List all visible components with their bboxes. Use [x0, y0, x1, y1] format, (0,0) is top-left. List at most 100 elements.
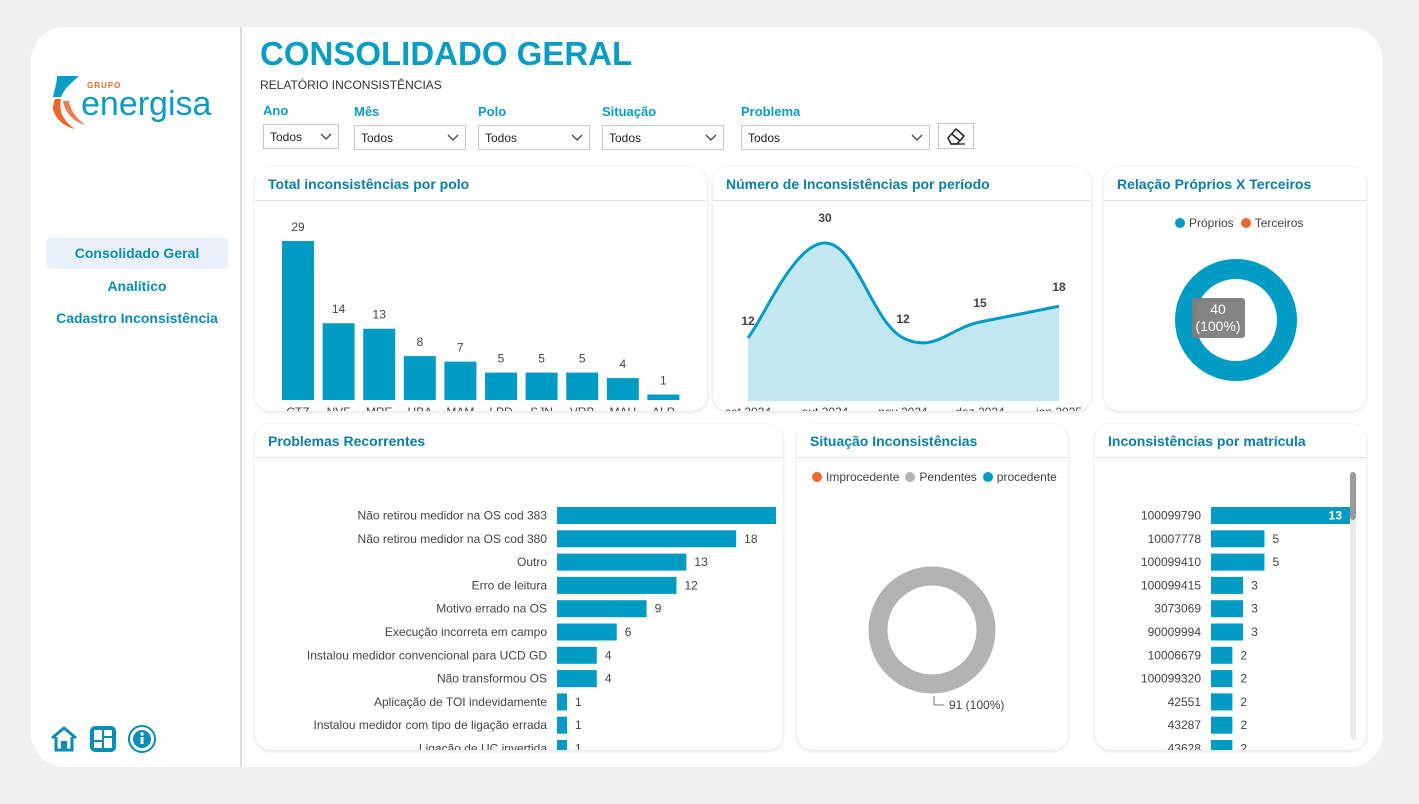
nav-cadastro-inconsistencia[interactable]: Cadastro Inconsistência: [56, 310, 218, 326]
bar-7: [557, 646, 597, 664]
y-tick-label: Erro de leitura: [472, 578, 548, 592]
bar-value-label: 12: [684, 578, 698, 592]
y-tick-label: 42551: [1168, 695, 1202, 709]
home-icon[interactable]: [49, 724, 79, 754]
bar-nvf: [322, 323, 355, 400]
dashboard-icon[interactable]: [88, 724, 118, 754]
report-canvas: GRUPO energisa Consolidado Geral Analíti…: [31, 27, 1383, 767]
data-label-value: 40: [1210, 301, 1226, 317]
eraser-icon: [947, 128, 965, 145]
bar-value-label: 2: [1240, 648, 1247, 662]
x-tick-label: CTZ: [286, 405, 309, 411]
y-tick-label: Aplicação de TOI indevidamente: [374, 695, 547, 709]
nav-consolidado-geral[interactable]: Consolidado Geral: [46, 238, 228, 269]
y-tick-label: 90009994: [1148, 625, 1202, 639]
card-relacao-title: Relação Próprios X Terceiros: [1117, 176, 1312, 192]
bar-sjn: [525, 372, 558, 400]
y-tick-label: Motivo errado na OS: [436, 602, 547, 616]
page-title: CONSOLIDADO GERAL: [260, 35, 633, 72]
bar-value-label: 3: [1251, 578, 1258, 592]
bar-10: [1211, 716, 1233, 734]
nav-analitico[interactable]: Analítico: [107, 278, 167, 294]
leader-line: [933, 696, 944, 706]
filter-polo: Polo Todos: [478, 104, 590, 150]
point-value-label: 12: [741, 314, 755, 328]
chevron-down-icon: [911, 134, 923, 141]
energisa-logo-mark: [53, 76, 85, 129]
bar-value-label: 29: [291, 220, 305, 234]
card-problemas: Problemas Recorrentes Não retirou medido…: [255, 424, 783, 750]
bar-9: [1211, 693, 1233, 711]
filter-situacao: Situação Todos: [602, 104, 724, 150]
card-situacao-title: Situação Inconsistências: [810, 433, 978, 449]
y-tick-label: Ligação de UC invertida: [419, 742, 547, 751]
info-icon[interactable]: [127, 724, 157, 754]
card-relacao: Relação Próprios X Terceiros Próprios Te…: [1104, 167, 1366, 411]
bar-4: [557, 576, 677, 594]
x-tick-label: MAM: [446, 405, 474, 411]
card-periodo-title: Número de Inconsistências por período: [726, 176, 990, 192]
bar-11: [1211, 740, 1233, 750]
point-value-label: 15: [973, 296, 987, 310]
card-situacao: Situação Inconsistências Improcedente Pe…: [797, 424, 1068, 750]
matricula-scroll-thumb[interactable]: [1350, 472, 1356, 520]
y-tick-label: 10006679: [1148, 648, 1202, 662]
filter-mes-label: Mês: [354, 104, 380, 119]
filter-polo-select[interactable]: Todos: [478, 125, 590, 150]
card-divider: [1095, 457, 1366, 458]
bar-value-label: 6: [625, 625, 632, 639]
card-polo-title: Total inconsistências por polo: [268, 176, 470, 192]
legend-dot-pendentes: [905, 472, 916, 482]
relacao-legend: Próprios Terceiros: [1175, 216, 1303, 230]
bar-value-label: 2: [1240, 695, 1247, 709]
card-problemas-title: Problemas Recorrentes: [268, 433, 426, 449]
matricula-scrollbar[interactable]: [1350, 472, 1356, 740]
bar-value-label: 2: [1240, 718, 1247, 732]
filter-situacao-select[interactable]: Todos: [602, 125, 724, 150]
page-subtitle: RELATÓRIO INCONSISTÊNCIAS: [260, 78, 442, 92]
legend-pendentes: Pendentes: [919, 470, 977, 484]
bar-6: [1211, 623, 1244, 641]
y-tick-label: 100099415: [1141, 578, 1201, 592]
x-tick-label: MRE: [366, 405, 393, 411]
legend-dot-procedente: [982, 472, 993, 482]
card-divider: [255, 200, 707, 201]
bar-5: [557, 600, 647, 618]
point-value-label: 12: [896, 312, 910, 326]
filter-mes-value: Todos: [361, 130, 394, 145]
x-tick-label: UBA: [407, 405, 432, 411]
legend-terceiros: Terceiros: [1254, 216, 1304, 230]
bar-vrb: [566, 372, 599, 400]
filter-problema-label: Problema: [741, 104, 801, 119]
area-fill: [748, 243, 1059, 401]
bar-8: [557, 670, 597, 688]
bar-2: [1211, 530, 1265, 548]
relacao-donut-chart: 40(100%): [1175, 259, 1297, 381]
energisa-logo: GRUPO energisa: [51, 73, 231, 135]
bar-value-label: 1: [575, 742, 582, 751]
filter-ano-label: Ano: [263, 103, 289, 118]
bar-value-label: 13: [1329, 509, 1343, 523]
bar-2: [557, 530, 737, 548]
y-tick-label: 10007778: [1148, 532, 1202, 546]
filter-polo-value: Todos: [485, 130, 518, 145]
legend-proprios: Próprios: [1189, 216, 1234, 230]
bar-4: [1211, 576, 1244, 594]
bar-value-label: 2: [1240, 742, 1247, 751]
filter-ano-select[interactable]: Todos: [263, 124, 339, 149]
x-tick-label: VRB: [570, 405, 595, 411]
bar-value-label: 5: [579, 352, 586, 366]
bar-value-label: 4: [605, 672, 612, 686]
bar-11: [557, 740, 567, 750]
bar-6: [557, 623, 617, 641]
filter-mes-select[interactable]: Todos: [354, 125, 466, 150]
data-label-bg: [1192, 298, 1245, 338]
clear-filters-button[interactable]: [938, 123, 974, 149]
card-divider: [713, 200, 1091, 201]
filter-problema-select[interactable]: Todos: [741, 125, 930, 150]
bar-mam: [444, 361, 477, 400]
bar-value-label: 8: [416, 335, 423, 349]
y-tick-label: Não retirou medidor na OS cod 383: [358, 509, 548, 523]
